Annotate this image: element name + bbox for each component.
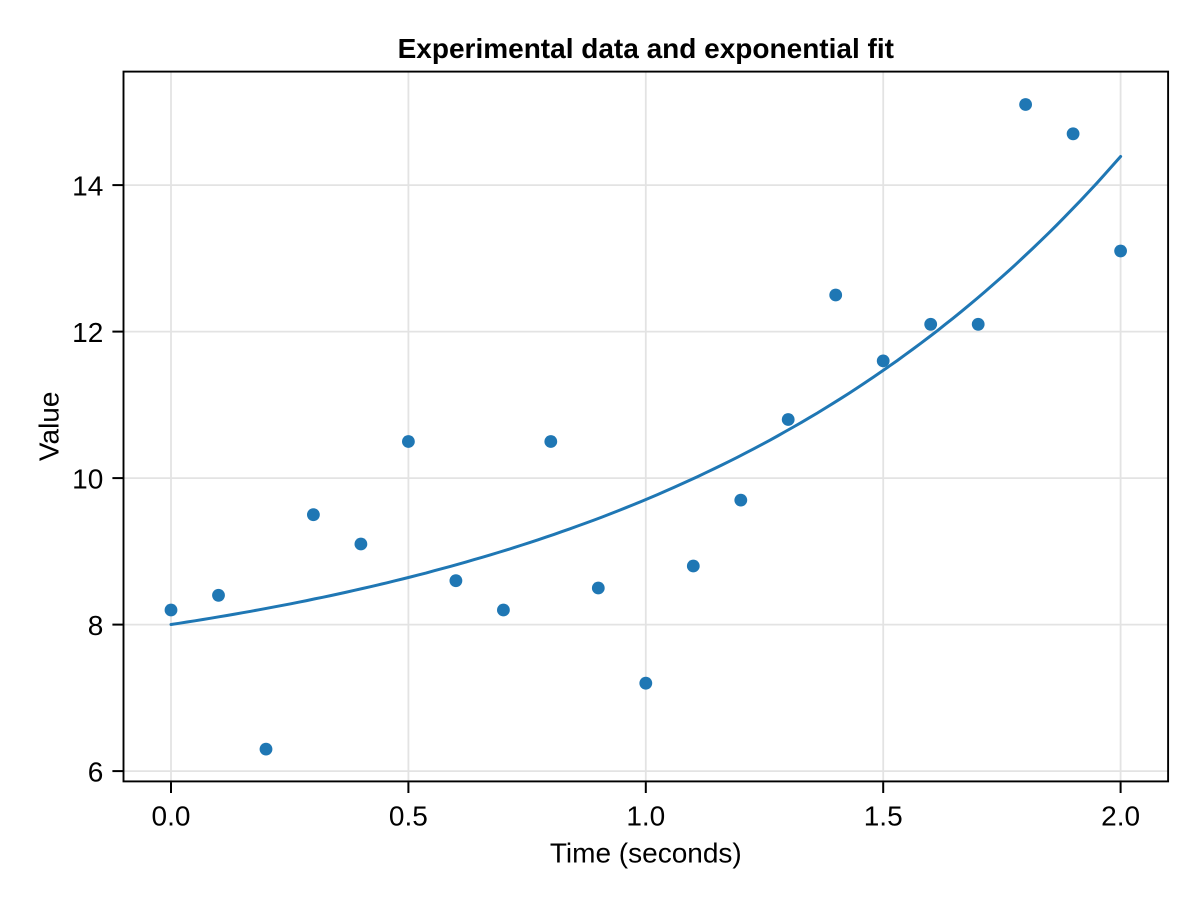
- svg-text:0.0: 0.0: [152, 801, 191, 832]
- svg-text:10: 10: [72, 463, 103, 494]
- svg-text:0.5: 0.5: [389, 801, 428, 832]
- svg-text:2.0: 2.0: [1101, 801, 1140, 832]
- svg-text:Time (seconds): Time (seconds): [550, 838, 742, 869]
- svg-text:8: 8: [88, 610, 104, 641]
- svg-text:12: 12: [72, 317, 103, 348]
- svg-text:6: 6: [88, 756, 104, 787]
- svg-text:14: 14: [72, 170, 103, 201]
- svg-text:1.5: 1.5: [864, 801, 903, 832]
- svg-text:1.0: 1.0: [626, 801, 665, 832]
- svg-text:Value: Value: [34, 392, 65, 462]
- svg-text:Experimental data and exponent: Experimental data and exponential fit: [398, 33, 894, 64]
